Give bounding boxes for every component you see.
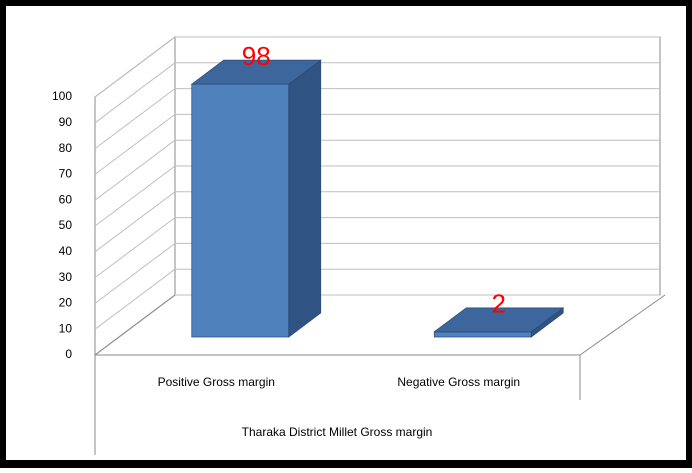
grid-line (94, 62, 176, 124)
data-label: 2 (492, 289, 506, 319)
y-tick-label: 90 (59, 115, 73, 129)
y-tick-label: 80 (59, 141, 73, 155)
x-tick-label: Negative Gross margin (397, 375, 520, 389)
y-tick-label: 60 (59, 192, 73, 206)
floor-edge (94, 294, 176, 356)
bar-front (433, 331, 532, 338)
grid-line (94, 165, 176, 227)
x-tick-label: Positive Gross margin (158, 375, 275, 389)
bar-top (190, 59, 322, 85)
y-tick-label: 0 (65, 347, 72, 361)
bar-top (433, 307, 565, 333)
y-tick-label: 70 (59, 167, 73, 181)
floor-edge (579, 294, 666, 356)
grid-line (94, 114, 176, 175)
grid-line (94, 217, 176, 279)
grid-line (94, 139, 176, 201)
y-tick-label: 40 (59, 244, 73, 258)
y-tick-label: 100 (52, 89, 72, 103)
grid-line (94, 268, 176, 330)
y-tick-label: 20 (59, 296, 73, 310)
y-tick-label: 10 (59, 321, 73, 335)
bar (433, 307, 565, 338)
bar-side (288, 59, 322, 338)
bar (190, 59, 322, 338)
grid-line (94, 36, 176, 98)
x-axis-title: Tharaka District Millet Gross margin (242, 425, 433, 439)
y-tick-label: 50 (59, 218, 73, 232)
grid-line (94, 88, 176, 150)
grid-line (94, 191, 176, 253)
data-label: 98 (242, 41, 271, 71)
grid-line (94, 242, 176, 304)
bar-front (191, 83, 290, 338)
y-tick-label: 30 (59, 270, 73, 284)
